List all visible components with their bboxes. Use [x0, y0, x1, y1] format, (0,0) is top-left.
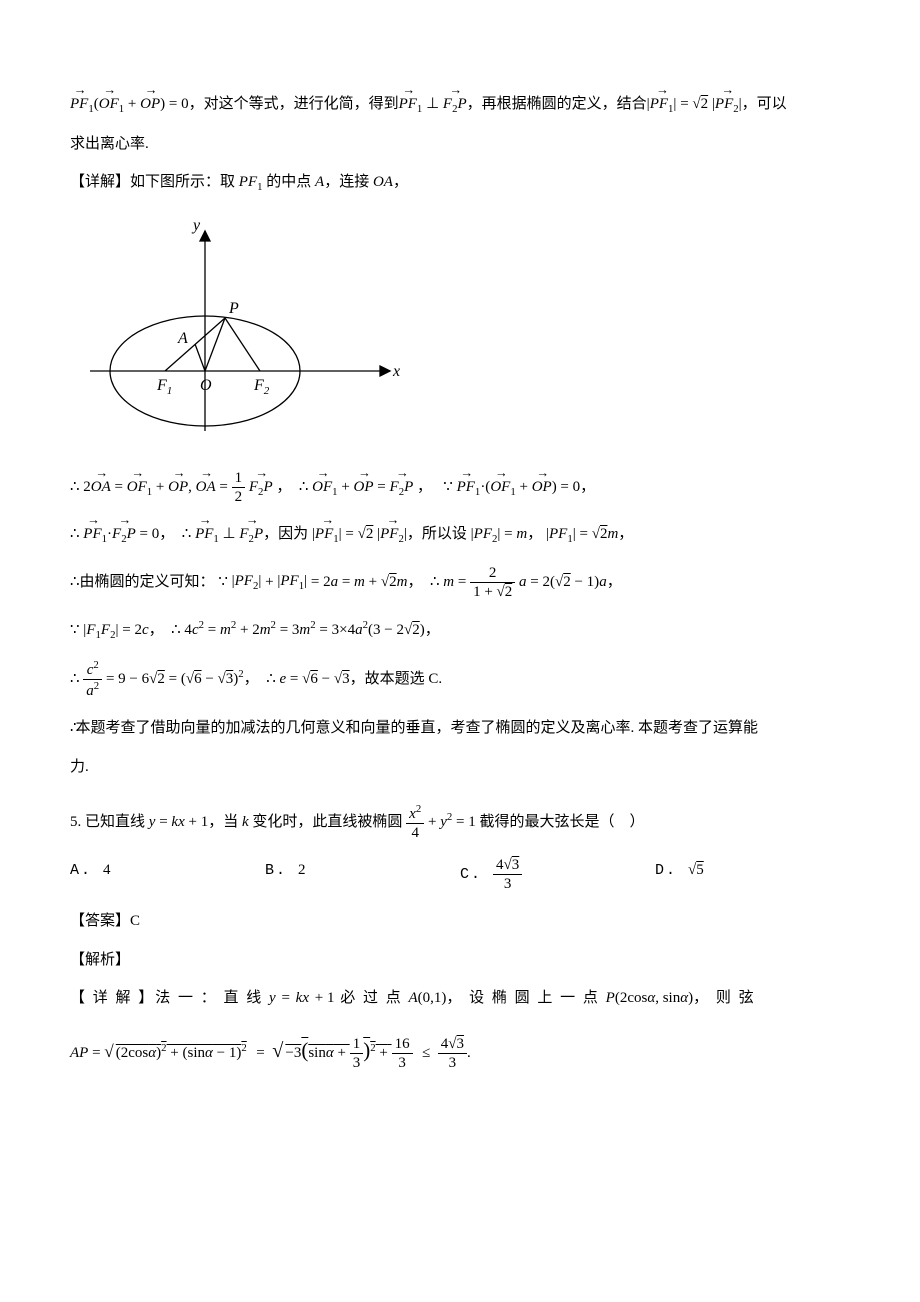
intro-line-2: 求出离心率.	[70, 130, 850, 159]
step-def: ∴由椭圆的定义可知： ∵ |PF2| + |PF1| = 2a = m + √2…	[70, 564, 850, 601]
svg-text:P: P	[228, 300, 239, 317]
den4: 4	[406, 824, 424, 842]
ans-c: 故本题选 C.	[365, 671, 443, 687]
jiexi-line: 【解析】	[70, 946, 850, 975]
ap-rhs-den: 3	[438, 1054, 467, 1072]
ellipse-svg: x y O F1 F2 P A	[90, 216, 410, 441]
q5-options: A. 4 B. 2 C. 4√33 D. √5	[70, 856, 850, 893]
opt-c-den: 3	[493, 875, 522, 893]
frac-num: 2	[470, 564, 515, 583]
option-b[interactable]: B. 2	[265, 856, 460, 893]
option-c[interactable]: C. 4√33	[460, 856, 655, 893]
detail2-tag: 【 详 解 】	[70, 990, 155, 1006]
ap-num16: 16	[392, 1035, 413, 1054]
opt-a-label: A.	[70, 862, 103, 879]
answer-tag: 【答案】	[70, 913, 130, 929]
ellipse-figure: x y O F1 F2 P A	[90, 216, 850, 452]
step-oa-1: ∴ 2OA = OF1 + OP, OA = 12 F2P ， ∴ OF1 + …	[70, 469, 850, 506]
ap-den3: 3	[392, 1054, 413, 1072]
opt-d-label: D.	[655, 862, 688, 879]
def-prefix: 由椭圆的定义可知：	[80, 573, 215, 589]
answer-val: C	[130, 913, 140, 929]
step-oa-2: ∴ PF1·F2P = 0， ∴ PF1 ⊥ F2P，因为 |PF1| = √2…	[70, 520, 850, 550]
ap-tail: .	[467, 1045, 471, 1061]
svg-text:F1: F1	[156, 377, 172, 397]
step-c-1: ∵ |F1F2| = 2c， ∴ 4c2 = m2 + 2m2 = 3m2 = …	[70, 615, 850, 646]
opt-b-label: B.	[265, 862, 298, 879]
detail-tag: 【详解】	[70, 174, 130, 190]
dianjing-2: 力.	[70, 753, 850, 782]
t1: ，对这个等式，进行化简，得到	[189, 96, 399, 112]
answer-line: 【答案】C	[70, 907, 850, 936]
ap-line: AP = √(2cosα)2 + (sinα − 1)2 = √ −3(sinα…	[70, 1027, 850, 1072]
t2: ，再根据椭圆的定义，结合	[467, 96, 647, 112]
intro-line-1: PF1(OF1 + OP) = 0，对这个等式，进行化简，得到PF1 ⊥ F2P…	[70, 90, 850, 120]
dj1: 本题考查了借助向量的加减法的几何意义和向量的垂直，考查了椭圆的定义及离心率. 本…	[76, 720, 759, 736]
opt-c-label: C.	[460, 866, 493, 883]
dianjing-1: ∴本题考查了借助向量的加减法的几何意义和向量的垂直，考查了椭圆的定义及离心率. …	[70, 714, 850, 743]
t3: ，可以	[742, 96, 787, 112]
q5-stem: 5. 已知直线 y = kx + 1，当 k 变化时，此直线被椭圆 x24 + …	[70, 803, 850, 842]
svg-text:x: x	[392, 363, 400, 380]
option-d[interactable]: D. √5	[655, 856, 850, 893]
svg-text:A: A	[177, 330, 188, 347]
detail2-line: 【 详 解 】法 一 ： 直 线 y = kx + 1 必 过 点 A(0,1)…	[70, 984, 850, 1013]
svg-text:O: O	[200, 377, 212, 394]
q5-num: 5.	[70, 814, 85, 830]
opt-a-val: 4	[103, 862, 111, 878]
step-c-2: ∴ c2a2 = 9 − 6√2 = (√6 − √3)2， ∴ e = √6 …	[70, 659, 850, 700]
svg-text:y: y	[191, 217, 201, 234]
opt-b-val: 2	[298, 862, 306, 878]
svg-text:F2: F2	[253, 377, 270, 397]
option-a[interactable]: A. 4	[70, 856, 265, 893]
detail-intro: 【详解】如下图所示：取 PF1 的中点 A，连接 OA，	[70, 168, 850, 198]
